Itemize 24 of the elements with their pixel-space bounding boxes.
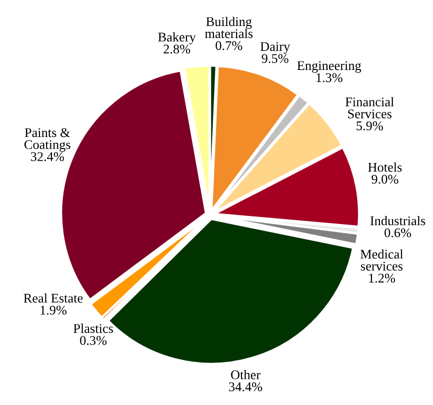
data-label: 1.2%: [369, 274, 395, 283]
slice-label: Plastics: [74, 324, 113, 333]
slice-label: Medical services: [360, 249, 404, 271]
slice-label: Bakery: [158, 32, 196, 44]
slice-label: Other: [231, 370, 260, 380]
data-label: 5.9%: [356, 121, 383, 130]
slice-label: Building materials: [205, 16, 253, 38]
data-label: 0.7%: [216, 41, 242, 50]
data-label: 2.8%: [164, 44, 190, 54]
slice-label: Real Estate: [24, 293, 83, 303]
data-label: 0.3%: [80, 336, 107, 345]
data-label: 1.3%: [316, 73, 342, 82]
data-label: 9.5%: [262, 54, 288, 64]
slice-label: Engineering: [297, 61, 362, 73]
slice-label: Dairy: [260, 42, 290, 54]
data-label: 9.0%: [372, 174, 398, 184]
data-label: 0.6%: [384, 228, 412, 238]
slice-label: Hotels: [368, 162, 402, 172]
slice-label: Paints & Coatings: [24, 128, 70, 152]
slice-label: Industrials: [370, 216, 426, 226]
data-label: 32.4%: [30, 152, 64, 162]
data-label: 1.9%: [40, 306, 67, 315]
data-label: 34.4%: [229, 382, 262, 392]
slice-label: Financial Services: [345, 97, 394, 118]
